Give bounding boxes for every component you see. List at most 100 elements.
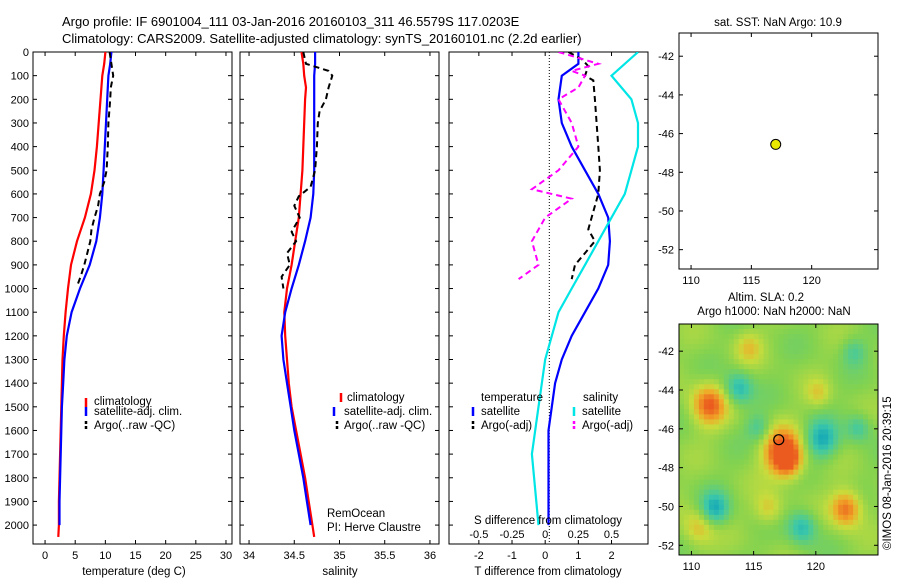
heatmap-cell: [813, 464, 819, 471]
heatmap-cell: [803, 329, 809, 335]
heatmap-cell: [748, 549, 755, 555]
heatmap-cell: [679, 444, 685, 451]
heatmap-cell: [738, 444, 745, 451]
x-tick-label: 30: [220, 550, 232, 562]
heatmap-cell: [858, 464, 864, 471]
heatmap-cell: [858, 544, 864, 551]
heatmap-cell: [738, 489, 745, 496]
heatmap-cell: [688, 439, 695, 446]
heatmap-cell: [688, 379, 695, 385]
heatmap-cell: [743, 534, 750, 541]
heatmap-cell: [823, 419, 829, 426]
heatmap-cell: [688, 334, 695, 340]
heatmap-cell: [858, 389, 864, 395]
heatmap-cell: [793, 524, 799, 531]
heatmap-cell: [843, 519, 849, 526]
heatmap-cell: [768, 514, 775, 521]
heatmap-cell: [753, 404, 760, 410]
heatmap-cell: [813, 329, 819, 335]
heatmap-cell: [853, 434, 859, 441]
argo-location-marker: [773, 434, 785, 446]
y-tick-label: 1300: [5, 355, 29, 367]
heatmap-cell: [753, 389, 760, 395]
heatmap-cell: [858, 504, 864, 511]
heatmap-cell: [778, 329, 785, 335]
heatmap-cell: [748, 524, 755, 531]
heatmap-cell: [863, 334, 869, 340]
heatmap-cell: [773, 409, 780, 415]
heatmap-cell: [838, 404, 844, 410]
heatmap-cell: [788, 399, 795, 405]
heatmap-cell: [848, 434, 854, 441]
temperature-axes: 0100200300400500600700800900100011001200…: [5, 47, 233, 562]
heatmap-cell: [753, 464, 760, 471]
heatmap-cell: [848, 324, 854, 330]
heatmap-cell: [773, 489, 780, 496]
heatmap-cell: [738, 439, 745, 446]
heatmap-cell: [728, 444, 735, 451]
heatmap-cell: [803, 464, 809, 471]
heatmap-cell: [693, 379, 700, 385]
heatmap-cell: [728, 384, 735, 390]
heatmap-cell: [708, 459, 715, 466]
heatmap-cell: [758, 404, 765, 410]
heatmap-cell: [853, 469, 859, 476]
heatmap-cell: [753, 379, 760, 385]
heatmap-cell: [698, 509, 705, 516]
heatmap-cell: [788, 479, 795, 486]
heatmap-cell: [693, 374, 700, 380]
heatmap-cell: [728, 359, 735, 365]
heatmap-cell: [773, 429, 780, 436]
heatmap-cell: [828, 444, 834, 451]
heatmap-cell: [693, 364, 700, 370]
heatmap-cell: [679, 384, 685, 390]
heatmap-cell: [853, 354, 859, 360]
heatmap-cell: [833, 524, 839, 531]
x-tick-label: 2: [608, 550, 614, 562]
heatmap-cell: [683, 514, 690, 521]
heatmap-cell: [703, 324, 710, 330]
y-tick-label: 500: [11, 165, 29, 177]
heatmap-cell: [873, 479, 878, 486]
heatmap-cell: [853, 424, 859, 431]
heatmap-cell: [723, 474, 730, 481]
heatmap-cell: [868, 494, 874, 501]
heatmap-cell: [793, 369, 799, 375]
heatmap-cell: [708, 454, 715, 461]
heatmap-cell: [818, 519, 824, 526]
x-tick-label: 15: [129, 550, 141, 562]
sst-map-axes: 110 115 120-42-44-46-48-50-52: [658, 33, 878, 287]
heatmap-cell: [679, 334, 685, 340]
heatmap-cell: [833, 434, 839, 441]
legend-label: satellite: [582, 406, 621, 418]
heatmap-cell: [718, 549, 725, 555]
heatmap-cell: [703, 339, 710, 345]
heatmap-cell: [723, 514, 730, 521]
heatmap-cell: [823, 464, 829, 471]
heatmap-cell: [818, 334, 824, 340]
heatmap-cell: [813, 544, 819, 551]
heatmap-cell: [733, 454, 740, 461]
heatmap-cell: [873, 374, 878, 380]
heatmap-cell: [708, 549, 715, 555]
heatmap-cell: [688, 484, 695, 491]
heatmap-cell: [758, 434, 765, 441]
heatmap-cell: [738, 414, 745, 421]
heatmap-cell: [713, 519, 720, 526]
heatmap-cell: [758, 429, 765, 436]
x-tick-label: 1: [575, 550, 581, 562]
heatmap-cell: [753, 349, 760, 355]
heatmap-cell: [818, 469, 824, 476]
heatmap-cell: [683, 384, 690, 390]
heatmap-cell: [813, 419, 819, 426]
heatmap-cell: [873, 534, 878, 541]
heatmap-cell: [828, 379, 834, 385]
heatmap-cell: [713, 419, 720, 426]
heatmap-cell: [728, 414, 735, 421]
heatmap-cell: [733, 399, 740, 405]
heatmap-cell: [743, 394, 750, 400]
heatmap-cell: [788, 419, 795, 426]
heatmap-cell: [758, 424, 765, 431]
heatmap-cell: [738, 519, 745, 526]
heatmap-cell: [818, 349, 824, 355]
